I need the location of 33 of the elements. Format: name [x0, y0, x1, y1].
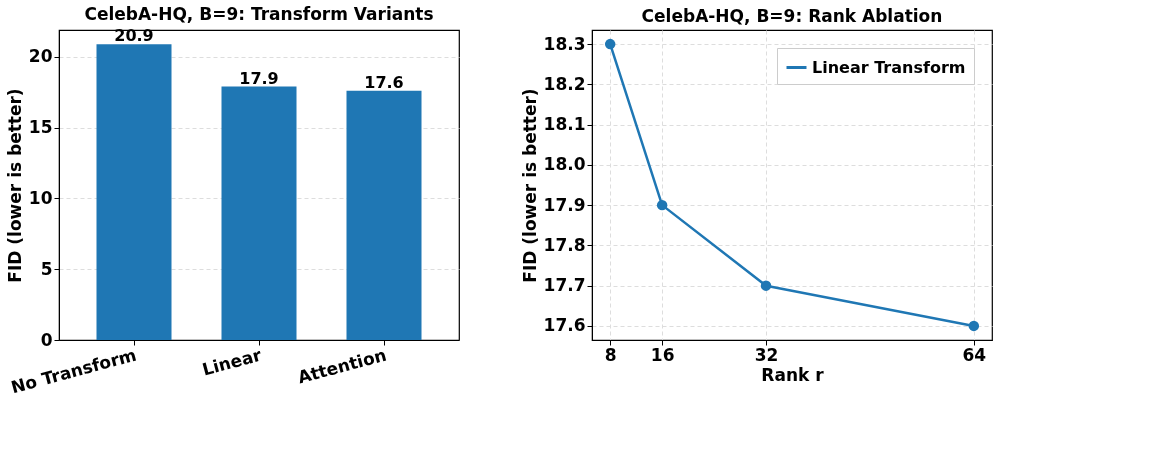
point	[656, 199, 668, 211]
y-tick-label: 10	[28, 187, 53, 208]
data-label: 17.9	[239, 68, 279, 88]
y-tick-label: 0	[40, 329, 53, 350]
y-tick-label: 17.6	[543, 315, 586, 336]
chart-title: CelebA-HQ, B=9: Transform Variants	[84, 4, 434, 25]
point	[968, 320, 980, 332]
y-tick-label: 18.0	[543, 154, 586, 175]
chart-title: CelebA-HQ, B=9: Rank Ablation	[641, 6, 943, 26]
y-axis-title: FID (lower is better)	[4, 88, 25, 283]
x-tick-label: Linear	[200, 344, 264, 380]
x-axis-title: Rank r	[761, 364, 825, 385]
y-tick-label: 20	[28, 46, 53, 67]
point	[760, 280, 772, 291]
y-axis-title: FID (lower is better)	[519, 88, 540, 283]
x-tick-label: 8	[604, 344, 617, 365]
bar	[96, 44, 172, 340]
x-tick-label: 32	[754, 344, 779, 365]
y-tick-label: 18.3	[543, 33, 586, 54]
y-tick-label: 18.2	[543, 73, 586, 94]
y-tick-label: 15	[28, 117, 53, 138]
y-tick-label: 17.9	[543, 194, 586, 215]
y-tick-label: 17.8	[543, 234, 586, 255]
data-label: 17.6	[364, 72, 404, 92]
x-tick-label: 16	[650, 344, 675, 365]
y-tick-label: 17.7	[543, 275, 586, 296]
point	[604, 38, 616, 50]
bar	[221, 86, 297, 340]
y-tick-label: 18.1	[543, 114, 586, 135]
x-tick-label: 64	[962, 344, 987, 365]
y-tick-label: 5	[40, 258, 53, 279]
bar	[346, 90, 422, 340]
legend-label: Linear Transform	[812, 57, 966, 77]
